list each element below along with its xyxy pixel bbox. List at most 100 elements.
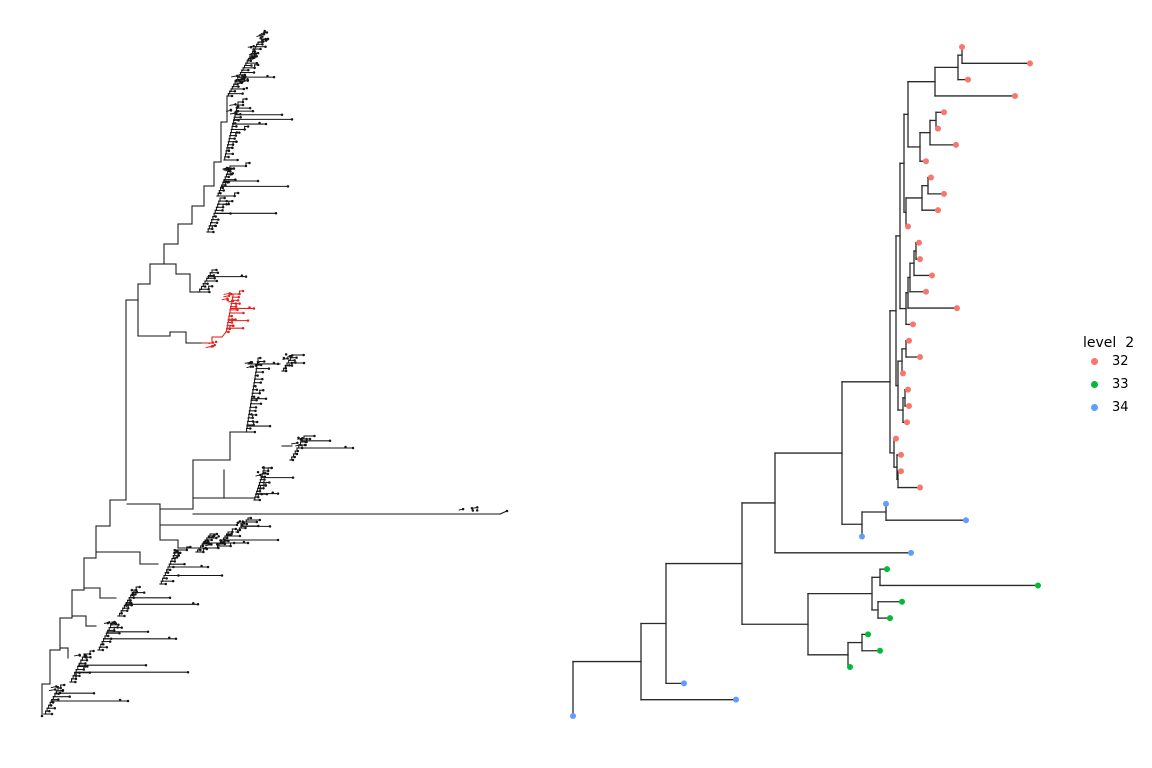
branch-segment bbox=[255, 474, 261, 477]
branch-segment bbox=[260, 31, 268, 35]
tip-dot bbox=[261, 466, 265, 469]
branch-segment bbox=[239, 77, 246, 80]
tip-dot bbox=[226, 181, 229, 184]
tip-dot bbox=[241, 92, 244, 95]
tip-dot bbox=[255, 388, 259, 391]
tip-dot bbox=[168, 568, 172, 572]
branch-segment bbox=[242, 80, 249, 83]
tip-dot bbox=[230, 146, 234, 150]
tip-dot bbox=[225, 199, 229, 203]
tip-dot bbox=[236, 308, 239, 312]
tip-dot bbox=[106, 621, 110, 625]
tip-dot bbox=[264, 45, 267, 48]
tip-dot bbox=[252, 307, 256, 310]
tip-dot bbox=[50, 712, 54, 716]
tip-dot bbox=[259, 402, 263, 406]
tip-dot bbox=[290, 118, 294, 121]
tip-dot bbox=[245, 86, 249, 90]
branch-segment bbox=[56, 689, 64, 692]
tip-dot bbox=[282, 356, 286, 360]
tip-dot bbox=[215, 532, 219, 536]
tip-dot bbox=[168, 636, 171, 640]
tip-dot bbox=[245, 97, 248, 101]
tip-dot bbox=[259, 381, 263, 384]
tip-dot bbox=[261, 35, 264, 38]
tip-dot bbox=[62, 683, 66, 687]
tip-dot bbox=[220, 574, 224, 577]
tip-dot bbox=[252, 395, 256, 399]
tip-dot bbox=[254, 409, 257, 413]
tip-dot bbox=[291, 458, 295, 462]
tip-dot bbox=[254, 384, 257, 388]
tip-dot bbox=[243, 73, 247, 77]
tip-dot bbox=[304, 440, 307, 444]
tip-dot bbox=[259, 47, 262, 51]
tip-dot bbox=[259, 37, 262, 40]
tip-dot bbox=[235, 131, 239, 134]
tip-dot bbox=[232, 541, 236, 545]
tip-dot bbox=[177, 551, 180, 555]
tip-dot bbox=[126, 699, 130, 703]
tip-dot bbox=[235, 125, 238, 128]
tip-dot bbox=[232, 167, 236, 170]
tip-dot bbox=[222, 189, 225, 192]
tip-dot bbox=[212, 230, 215, 234]
tip-dot bbox=[210, 285, 214, 288]
tip-dot bbox=[106, 634, 110, 638]
tip-dot bbox=[258, 121, 261, 125]
legend-item: 32 bbox=[1083, 350, 1134, 373]
tip-dot bbox=[929, 272, 935, 279]
tip-dot bbox=[272, 75, 276, 79]
tip-dot bbox=[239, 116, 242, 119]
branch-segment bbox=[173, 550, 179, 553]
tip-dot bbox=[884, 566, 890, 573]
tip-dot bbox=[246, 541, 250, 545]
tip-dot bbox=[241, 289, 245, 293]
branch-segment bbox=[240, 521, 245, 524]
legend-item: 33 bbox=[1083, 373, 1134, 396]
tip-dot bbox=[227, 330, 230, 334]
tip-dot bbox=[92, 649, 95, 653]
tip-dot bbox=[280, 113, 284, 117]
tip-dot bbox=[302, 361, 306, 365]
tip-dot bbox=[234, 527, 238, 531]
tip-dot bbox=[268, 481, 271, 484]
tip-dot bbox=[174, 637, 178, 641]
tip-dot bbox=[236, 158, 239, 162]
tip-dot bbox=[213, 277, 216, 280]
tip-dot bbox=[51, 701, 55, 704]
tip-dot bbox=[254, 406, 258, 409]
tip-dot bbox=[328, 439, 332, 443]
tip-dot bbox=[216, 271, 220, 274]
tip-dot bbox=[179, 551, 182, 555]
tip-dot bbox=[226, 298, 230, 302]
tip-dot bbox=[284, 369, 288, 373]
tip-dot bbox=[192, 602, 195, 605]
tip-dot bbox=[242, 87, 246, 91]
tip-dot bbox=[256, 470, 260, 474]
tip-dot bbox=[242, 311, 245, 315]
tip-dot bbox=[101, 648, 105, 652]
legend-key-dot-33 bbox=[1091, 381, 1098, 388]
tip-dot bbox=[267, 367, 271, 370]
branch-segment bbox=[223, 295, 230, 298]
tip-dot bbox=[237, 295, 240, 299]
tip-dot bbox=[252, 48, 255, 51]
branch-segment bbox=[208, 536, 214, 539]
tip-dot bbox=[236, 299, 240, 302]
tip-dot bbox=[954, 305, 960, 312]
tip-dot bbox=[78, 674, 81, 678]
branch-segment bbox=[221, 298, 228, 301]
tip-dot bbox=[910, 321, 916, 328]
tip-dot bbox=[262, 388, 265, 392]
tip-dot bbox=[84, 662, 87, 665]
tip-dot bbox=[898, 451, 904, 458]
branch-segment bbox=[109, 621, 116, 625]
tip-dot bbox=[235, 523, 239, 527]
tip-dot bbox=[118, 631, 121, 635]
tip-dot bbox=[256, 363, 259, 366]
tip-dot bbox=[117, 623, 120, 627]
tip-dot bbox=[847, 664, 853, 671]
branch-segment bbox=[222, 167, 228, 170]
